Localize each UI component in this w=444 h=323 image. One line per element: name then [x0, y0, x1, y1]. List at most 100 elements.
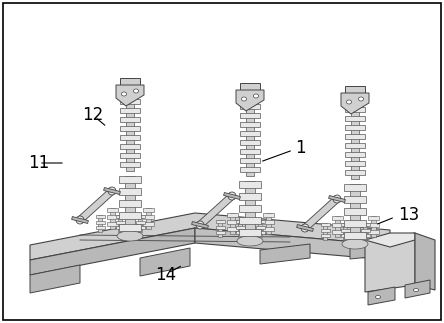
FancyBboxPatch shape: [345, 98, 365, 103]
FancyBboxPatch shape: [245, 181, 255, 241]
FancyBboxPatch shape: [98, 215, 102, 232]
Polygon shape: [71, 216, 88, 224]
Text: 13: 13: [398, 206, 419, 224]
FancyBboxPatch shape: [120, 144, 140, 149]
FancyBboxPatch shape: [345, 170, 365, 175]
Ellipse shape: [346, 100, 352, 104]
FancyBboxPatch shape: [361, 234, 369, 237]
Polygon shape: [236, 90, 264, 111]
FancyBboxPatch shape: [344, 196, 366, 203]
Ellipse shape: [242, 97, 246, 101]
FancyBboxPatch shape: [115, 215, 124, 218]
FancyBboxPatch shape: [368, 230, 378, 234]
FancyBboxPatch shape: [343, 223, 347, 239]
Ellipse shape: [301, 224, 309, 232]
Text: 1: 1: [295, 139, 305, 157]
FancyBboxPatch shape: [107, 215, 118, 219]
Polygon shape: [365, 233, 415, 292]
FancyBboxPatch shape: [215, 225, 225, 228]
Ellipse shape: [228, 192, 236, 200]
FancyBboxPatch shape: [115, 226, 124, 229]
FancyBboxPatch shape: [345, 143, 365, 148]
FancyBboxPatch shape: [218, 220, 222, 236]
FancyBboxPatch shape: [323, 223, 327, 239]
FancyBboxPatch shape: [344, 220, 366, 227]
FancyBboxPatch shape: [332, 216, 342, 220]
FancyBboxPatch shape: [143, 222, 154, 226]
Ellipse shape: [376, 296, 381, 298]
Polygon shape: [78, 188, 115, 223]
FancyBboxPatch shape: [226, 220, 238, 224]
FancyBboxPatch shape: [240, 140, 260, 145]
FancyBboxPatch shape: [120, 126, 140, 131]
FancyBboxPatch shape: [240, 149, 260, 154]
FancyBboxPatch shape: [95, 221, 104, 224]
FancyBboxPatch shape: [345, 134, 365, 139]
FancyBboxPatch shape: [95, 215, 104, 218]
FancyBboxPatch shape: [321, 228, 329, 232]
Polygon shape: [198, 193, 234, 228]
FancyBboxPatch shape: [235, 231, 245, 234]
FancyBboxPatch shape: [120, 99, 140, 104]
Ellipse shape: [342, 239, 368, 249]
FancyBboxPatch shape: [120, 162, 140, 167]
FancyBboxPatch shape: [135, 221, 144, 224]
Polygon shape: [297, 224, 313, 232]
FancyBboxPatch shape: [345, 107, 365, 112]
FancyBboxPatch shape: [119, 200, 141, 207]
FancyBboxPatch shape: [341, 228, 349, 232]
FancyBboxPatch shape: [246, 95, 254, 176]
FancyBboxPatch shape: [143, 208, 154, 212]
Ellipse shape: [254, 94, 258, 98]
FancyBboxPatch shape: [120, 135, 140, 140]
FancyBboxPatch shape: [240, 167, 260, 172]
FancyBboxPatch shape: [239, 193, 261, 200]
Ellipse shape: [196, 221, 204, 229]
FancyBboxPatch shape: [119, 188, 141, 195]
FancyBboxPatch shape: [239, 229, 261, 236]
FancyBboxPatch shape: [226, 227, 238, 231]
FancyBboxPatch shape: [266, 213, 270, 234]
FancyBboxPatch shape: [363, 223, 367, 239]
FancyBboxPatch shape: [262, 220, 274, 224]
FancyBboxPatch shape: [226, 213, 238, 217]
FancyBboxPatch shape: [334, 216, 340, 237]
FancyBboxPatch shape: [239, 181, 261, 188]
Polygon shape: [116, 85, 144, 106]
Text: 12: 12: [82, 106, 103, 124]
FancyBboxPatch shape: [345, 152, 365, 157]
Text: 11: 11: [28, 154, 49, 172]
Polygon shape: [350, 241, 390, 259]
Ellipse shape: [237, 236, 263, 246]
FancyBboxPatch shape: [120, 78, 140, 90]
FancyBboxPatch shape: [332, 230, 342, 234]
Polygon shape: [30, 228, 195, 275]
FancyBboxPatch shape: [321, 223, 329, 226]
Polygon shape: [30, 265, 80, 293]
FancyBboxPatch shape: [238, 220, 242, 236]
Ellipse shape: [117, 231, 143, 241]
FancyBboxPatch shape: [143, 215, 154, 219]
Polygon shape: [341, 93, 369, 114]
FancyBboxPatch shape: [138, 215, 142, 232]
FancyBboxPatch shape: [125, 176, 135, 236]
FancyBboxPatch shape: [344, 208, 366, 215]
FancyBboxPatch shape: [230, 213, 234, 234]
FancyBboxPatch shape: [368, 223, 378, 227]
FancyBboxPatch shape: [235, 225, 245, 228]
FancyBboxPatch shape: [119, 224, 141, 231]
Polygon shape: [224, 193, 240, 200]
FancyBboxPatch shape: [215, 220, 225, 223]
FancyBboxPatch shape: [119, 176, 141, 183]
Polygon shape: [405, 280, 430, 298]
Polygon shape: [195, 228, 390, 260]
FancyBboxPatch shape: [240, 95, 260, 100]
Ellipse shape: [134, 89, 139, 93]
FancyBboxPatch shape: [345, 125, 365, 130]
FancyBboxPatch shape: [350, 184, 360, 244]
Ellipse shape: [413, 288, 419, 291]
FancyBboxPatch shape: [321, 234, 329, 237]
Polygon shape: [192, 222, 208, 228]
FancyBboxPatch shape: [110, 208, 115, 229]
FancyBboxPatch shape: [120, 153, 140, 158]
